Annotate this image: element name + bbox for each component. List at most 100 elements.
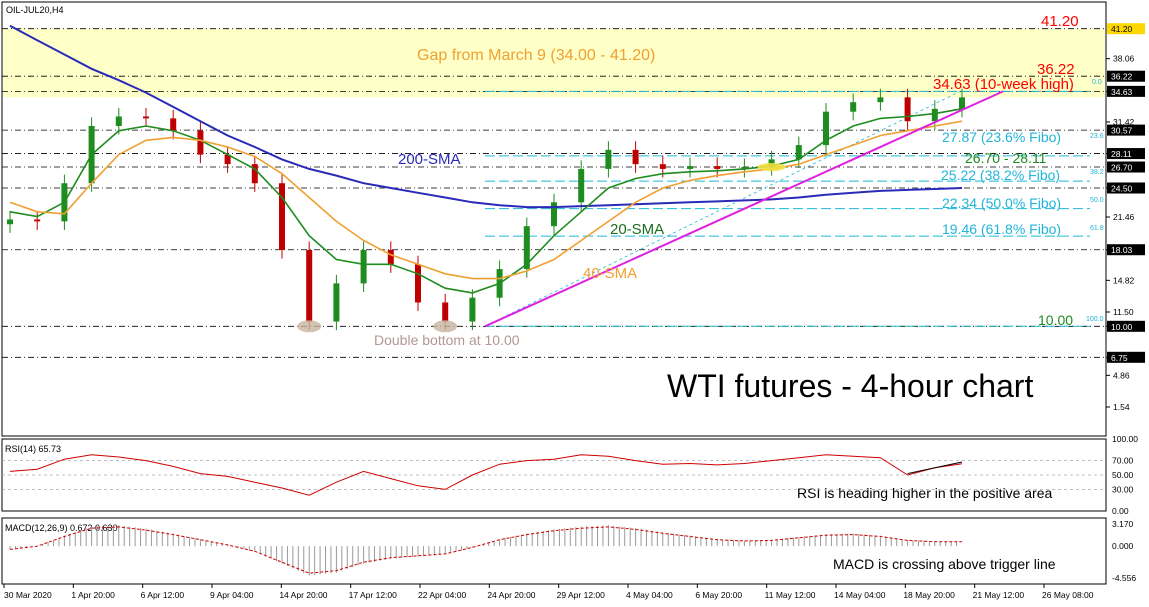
price-box xyxy=(1107,70,1145,82)
sma20-label: 20-SMA xyxy=(610,221,664,238)
fibo-label-61-8: 19.46 (61.8% Fibo) xyxy=(942,221,1061,237)
time-tick-label: 21 May 12:00 xyxy=(973,590,1025,600)
price-box-label: 10.00 xyxy=(1111,322,1133,332)
candle-body xyxy=(333,283,340,322)
candle-body xyxy=(115,116,122,126)
macd-note: MACD is crossing above trigger line xyxy=(833,556,1056,572)
rsi-note: RSI is heading higher in the positive ar… xyxy=(797,485,1052,501)
candle-body xyxy=(7,219,13,225)
candle-body xyxy=(632,149,639,165)
price-box-label: 18.03 xyxy=(1111,245,1133,255)
sma40-label: 40-SMA xyxy=(583,265,637,282)
candle-body xyxy=(959,97,965,109)
price-tick-label: 38.06 xyxy=(1113,54,1135,64)
sma200-label: 200-SMA xyxy=(398,151,461,168)
time-tick-label: 11 May 12:00 xyxy=(765,590,816,600)
symbol-label: OIL-JUL20,H4 xyxy=(6,5,64,15)
price-tick-label: 1.54 xyxy=(1113,402,1130,412)
macd-tick-label: -4.556 xyxy=(1112,573,1136,583)
candle-body xyxy=(877,97,884,103)
candle-body xyxy=(197,130,204,155)
rsi-tick-label: 30.00 xyxy=(1112,484,1134,494)
double-bottom-marker xyxy=(433,320,458,333)
price-box xyxy=(1107,23,1145,35)
time-tick-label: 6 May 20:00 xyxy=(695,590,742,600)
price-box xyxy=(1107,148,1145,160)
time-tick-label: 14 May 04:00 xyxy=(834,590,886,600)
time-tick-label: 6 Apr 12:00 xyxy=(141,590,185,600)
price-box-label: 34.63 xyxy=(1111,87,1133,97)
candle-body xyxy=(823,111,829,146)
time-tick-label: 22 Apr 04:00 xyxy=(418,590,466,600)
fibo-label-50-0: 22.34 (50.0% Fibo) xyxy=(942,195,1061,211)
price-tick-label: 14.82 xyxy=(1113,275,1135,285)
time-tick-label: 26 May 08:00 xyxy=(1042,590,1094,600)
fibo-tag: 100.0 xyxy=(1086,316,1104,323)
rsi-label: RSI(14) 65.73 xyxy=(5,444,61,454)
candle-body xyxy=(279,183,285,250)
price-box-label: 6.75 xyxy=(1111,353,1128,363)
time-tick-label: 30 Mar 2020 xyxy=(4,590,52,600)
level-label-10-00: 10.00 xyxy=(1038,312,1073,328)
fibo-tag: 50.0 xyxy=(1090,197,1104,204)
price-tick-label: 11.50 xyxy=(1113,307,1134,317)
price-box xyxy=(1107,124,1145,136)
candle-body xyxy=(578,168,585,203)
price-box-label: 30.57 xyxy=(1111,126,1133,136)
candle-body xyxy=(415,264,421,303)
chart-title: WTI futures - 4-hour chart xyxy=(667,368,1033,404)
candle-body xyxy=(360,250,367,284)
macd-tick-label: 0.000 xyxy=(1112,541,1134,551)
level-label-41-20: 41.20 xyxy=(1041,13,1079,30)
double-bottom-label: Double bottom at 10.00 xyxy=(374,332,520,348)
candle-body xyxy=(904,97,911,122)
price-box xyxy=(1107,351,1145,363)
candle-body xyxy=(714,166,721,169)
price-box xyxy=(1107,161,1145,173)
time-tick-label: 14 Apr 20:00 xyxy=(279,590,327,600)
price-box-label: 26.70 xyxy=(1111,163,1133,173)
price-box-label: 28.11 xyxy=(1111,149,1132,159)
candle-body xyxy=(387,250,394,265)
candle-body xyxy=(931,108,938,122)
time-tick-label: 24 Apr 20:00 xyxy=(487,590,535,600)
price-box xyxy=(1107,85,1145,97)
price-box-label: 36.22 xyxy=(1111,72,1133,82)
candle-body xyxy=(34,219,41,222)
rsi-axis: 100.00 70.00 50.00 30.00 0.00 xyxy=(2,434,1138,516)
main-panel-frame xyxy=(1,1,1107,437)
candle-body xyxy=(850,102,857,112)
candle-body xyxy=(224,154,231,165)
fibo-diagonal xyxy=(484,91,961,327)
sma200-line xyxy=(9,24,963,209)
gap-zone xyxy=(3,28,1105,98)
candle-body xyxy=(442,302,449,322)
macd-axis: 3.170 0.000 -4.556 xyxy=(9,519,1136,583)
gap-label: Gap from March 9 (34.00 - 41.20) xyxy=(417,47,655,64)
rsi-trend xyxy=(907,461,963,475)
candle-body xyxy=(795,145,802,160)
sma40-line xyxy=(9,120,963,280)
price-box xyxy=(1107,320,1145,332)
sma20-line xyxy=(9,108,963,294)
fibo-tag: 38.2 xyxy=(1090,169,1104,176)
price-axis: 38.06 34.63 31.42 28.11 24.50 21.46 18.03 14.82… xyxy=(1106,23,1145,412)
trend-line xyxy=(484,90,1004,328)
candle-body xyxy=(170,118,177,131)
rsi-tick-label: 100.00 xyxy=(1112,434,1138,444)
candle-body xyxy=(523,226,530,270)
fibo-label-23-6: 27.87 (23.6% Fibo) xyxy=(942,129,1061,145)
fibo-tag: 61.8 xyxy=(1090,225,1104,232)
range-label: 26.70 - 28.11 xyxy=(965,150,1047,166)
candle-body xyxy=(469,297,476,322)
candle-body xyxy=(306,250,313,322)
time-tick-label: 29 Apr 12:00 xyxy=(557,590,605,600)
candle-body xyxy=(659,164,666,169)
price-box xyxy=(1107,244,1145,256)
rsi-tick-label: 50.00 xyxy=(1112,470,1134,480)
time-tick-label: 17 Apr 12:00 xyxy=(349,590,397,600)
range-highlight xyxy=(757,163,786,172)
fibo-tag: 23.6 xyxy=(1090,133,1104,140)
price-box-label: 41.20 xyxy=(1111,24,1133,34)
